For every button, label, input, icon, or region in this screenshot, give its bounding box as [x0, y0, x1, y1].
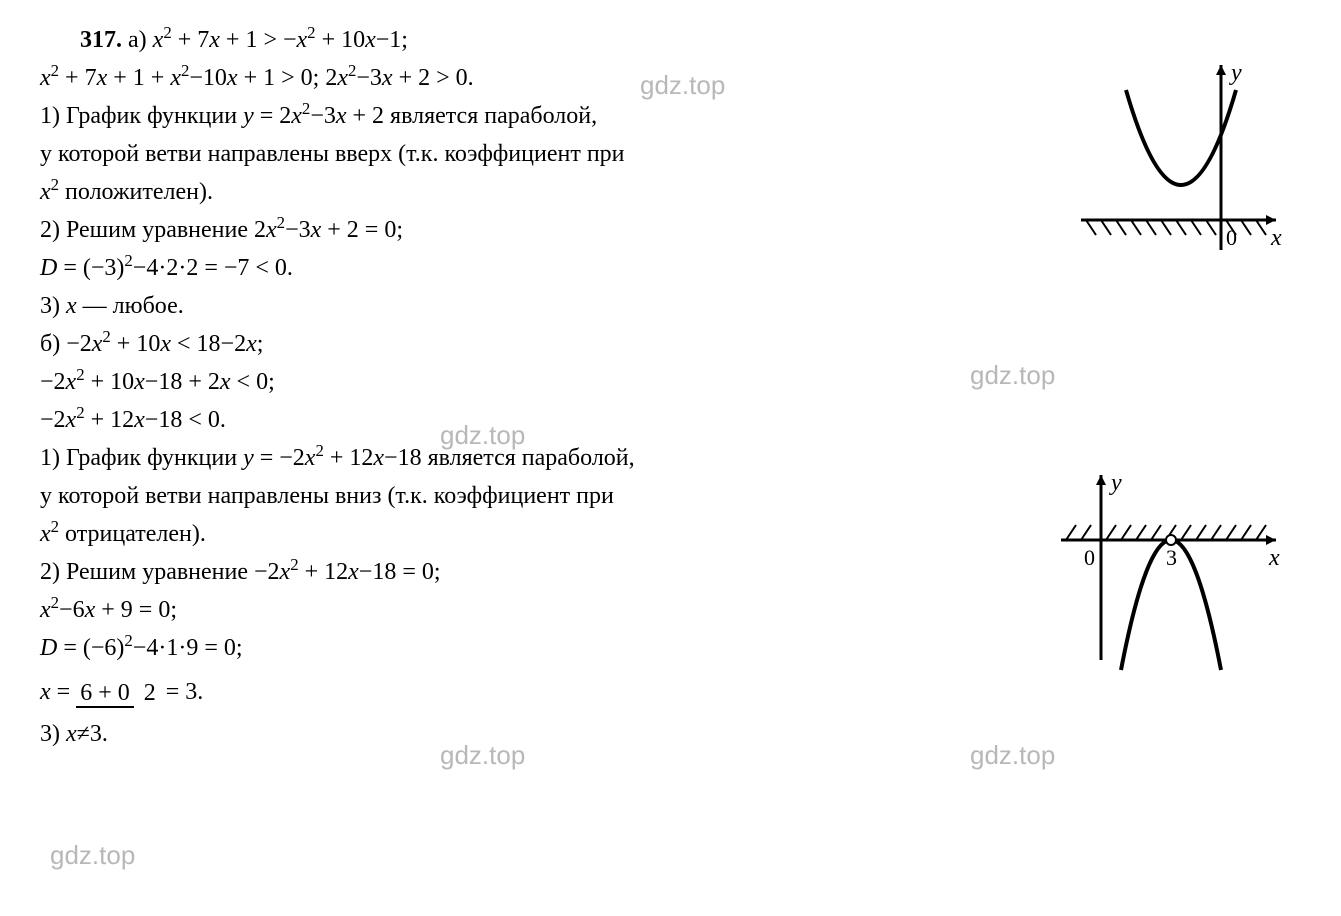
line-a5: x2 положителен). [40, 174, 890, 210]
line-b8: x2−6x + 9 = 0; [40, 592, 890, 628]
y-axis-label: y [1109, 470, 1122, 496]
line-b2: −2x2 + 10x−18 + 2x < 0; [40, 364, 890, 400]
line-b5: у которой ветви направлены вниз (т.к. ко… [40, 478, 890, 514]
line-a2: x2 + 7x + 1 + x2−10x + 1 > 0; 2x2−3x + 2… [40, 60, 890, 96]
origin-label: 0 [1226, 225, 1237, 250]
line-b11: 3) x≠3. [40, 716, 890, 752]
line-a8: 3) x — любое. [40, 288, 890, 324]
graph-parabola-up: y x 0 [1071, 50, 1291, 277]
line-a4: у которой ветви направлены вверх (т.к. к… [40, 136, 890, 172]
watermark: gdz.top [970, 360, 1055, 391]
graph-parabola-down: y x 0 3 [1051, 460, 1291, 697]
line-a6: 2) Решим уравнение 2x2−3x + 2 = 0; [40, 212, 890, 248]
frac-num: 6 + 0 [76, 680, 134, 708]
frac-den: 2 [140, 680, 160, 706]
line-a3: 1) График функции y = 2x2−3x + 2 являетс… [40, 98, 890, 134]
line-b3: −2x2 + 12x−18 < 0. [40, 402, 890, 438]
line-b7: 2) Решим уравнение −2x2 + 12x−18 = 0; [40, 554, 890, 590]
line-b10: x = 6 + 0 2 = 3. [40, 674, 890, 710]
line-b6: x2 отрицателен). [40, 516, 890, 552]
line-b1: б) −2x2 + 10x < 18−2x; [40, 326, 890, 362]
y-axis-label: y [1229, 60, 1242, 86]
x-result: = 3. [166, 679, 204, 705]
line-b9: D = (−6)2−4·1·9 = 0; [40, 630, 890, 666]
origin-label: 0 [1084, 545, 1095, 570]
solution-content: 317. а) x2 + 7x + 1 > −x2 + 10x−1; x2 + … [40, 22, 890, 752]
line-problem: 317. а) x2 + 7x + 1 > −x2 + 10x−1; [40, 22, 890, 58]
x-intercept-label: 3 [1166, 545, 1177, 570]
problem-number: 317. [80, 27, 122, 53]
part-a-label: а) x2 + 7x + 1 > −x2 + 10x−1; [128, 27, 408, 53]
watermark: gdz.top [970, 740, 1055, 771]
watermark: gdz.top [50, 840, 135, 871]
x-axis-label: x [1268, 545, 1280, 571]
line-b4: 1) График функции y = −2x2 + 12x−18 явля… [40, 440, 890, 476]
line-a7: D = (−3)2−4·2·2 = −7 < 0. [40, 250, 890, 286]
x-axis-label: x [1270, 225, 1282, 251]
